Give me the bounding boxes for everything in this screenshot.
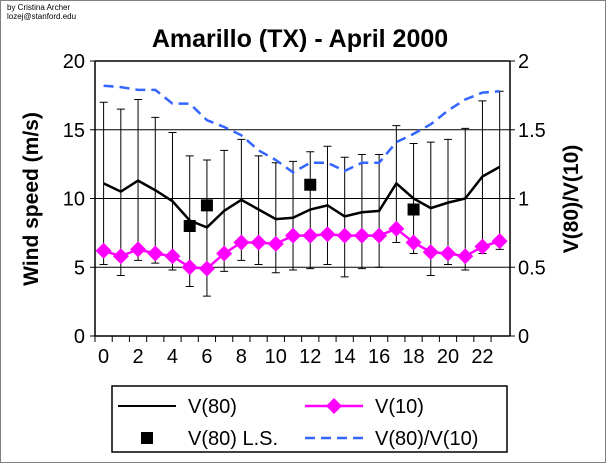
x-tick-label: 2	[132, 346, 143, 368]
v10-point	[95, 242, 112, 259]
legend-marker-v10	[326, 398, 342, 414]
v80-line	[103, 165, 501, 229]
x-tick-label: 0	[98, 346, 109, 368]
x-tick-label: 8	[236, 346, 247, 368]
v10-point	[371, 227, 388, 244]
v10-point	[440, 245, 457, 262]
v10-point	[491, 233, 508, 250]
ls-point	[304, 178, 317, 191]
ls-point	[407, 203, 420, 216]
y-tick-label: 15	[63, 120, 85, 142]
ratio-line	[103, 84, 500, 174]
y2-axis-label: V(80)/V(10)	[560, 145, 583, 254]
v10-point	[130, 241, 147, 258]
v10-point	[336, 227, 353, 244]
v10-point	[285, 227, 302, 244]
chart-title: Amarillo (TX) - April 2000	[152, 25, 448, 53]
y2-tick-label: 1	[518, 189, 529, 211]
credit-email: lozej@stanford.edu	[7, 12, 77, 21]
x-tick-label: 14	[334, 346, 356, 368]
legend: V(80) V(10) V(80) L.S. V(80)/V(10)	[111, 385, 508, 453]
v10-point	[233, 234, 250, 251]
x-tick-label: 12	[299, 346, 321, 368]
v10-point	[388, 220, 405, 237]
credit: by Cristina Archer lozej@stanford.edu	[7, 3, 76, 21]
y2-tick-label: 1.5	[518, 120, 546, 142]
ls-point	[200, 199, 213, 212]
v10-point	[216, 245, 233, 262]
x-tick-label: 18	[402, 346, 424, 368]
legend-box	[111, 385, 508, 453]
v10-point	[181, 259, 198, 276]
y2-tick-label: 0.5	[518, 257, 546, 279]
v10-point	[405, 234, 422, 251]
v10-point	[198, 260, 215, 277]
v10-point	[353, 227, 370, 244]
ls-point	[183, 220, 196, 232]
y-tick-label: 20	[63, 51, 85, 73]
legend-swatch-ls	[141, 432, 153, 444]
v10-point	[147, 245, 164, 262]
x-tick-label: 6	[201, 346, 212, 368]
v10-point	[302, 227, 319, 244]
v10-point	[422, 244, 439, 261]
legend-label: V(80) L.S.	[188, 428, 278, 450]
x-tick-label: 4	[167, 346, 178, 368]
y-tick-label: 10	[63, 189, 85, 211]
y2-tick-label: 2	[518, 51, 529, 73]
legend-label: V(80)	[188, 396, 237, 418]
x-tick-label: 10	[265, 346, 287, 368]
y-tick-label: 5	[74, 257, 85, 279]
legend-label: V(10)	[375, 396, 424, 418]
v10-point	[319, 226, 336, 243]
y2-tick-label: 0	[518, 326, 529, 348]
x-tick-label: 16	[368, 346, 390, 368]
v10-point	[250, 234, 267, 251]
v10-point	[474, 238, 491, 255]
v10-point	[164, 248, 181, 265]
x-tick-label: 20	[437, 346, 459, 368]
v10-point	[457, 248, 474, 265]
legend-label: V(80)/V(10)	[375, 428, 478, 450]
x-tick-label: 22	[471, 346, 493, 368]
v10-point	[112, 248, 129, 265]
v10-point	[267, 235, 284, 252]
credit-author: by Cristina Archer	[7, 3, 71, 12]
y-axis-label: Wind speed (m/s)	[20, 112, 43, 286]
y-tick-label: 0	[74, 326, 85, 348]
